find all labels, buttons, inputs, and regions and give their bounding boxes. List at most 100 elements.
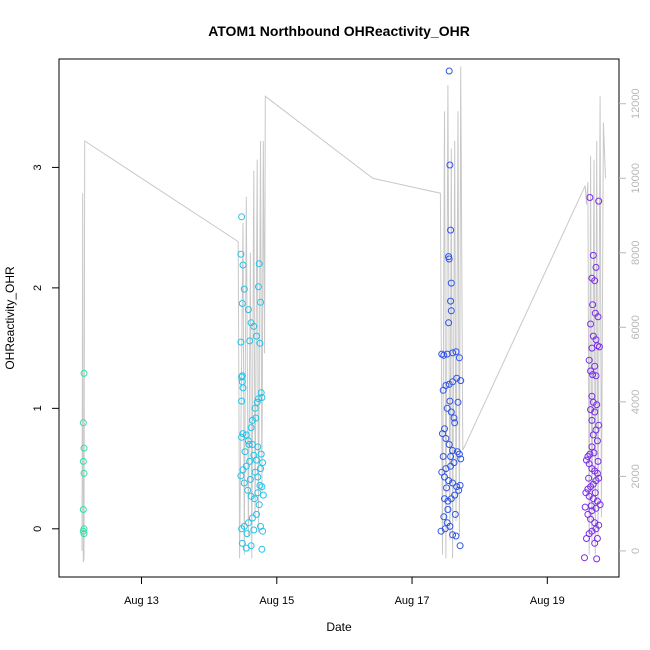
- data-point: [248, 416, 256, 424]
- series-segment-3: [437, 67, 465, 550]
- data-point: [451, 510, 459, 518]
- data-point: [253, 510, 260, 518]
- data-point: [595, 197, 603, 205]
- data-point: [589, 301, 597, 309]
- data-point: [456, 542, 464, 550]
- data-point: [591, 277, 599, 285]
- data-point: [449, 531, 457, 539]
- data-point: [588, 443, 596, 451]
- data-point: [251, 404, 259, 412]
- data-point: [591, 539, 599, 547]
- data-point: [587, 515, 595, 523]
- data-point: [238, 300, 246, 307]
- data-point: [444, 506, 452, 513]
- data-point: [251, 495, 258, 503]
- data-point: [593, 401, 601, 409]
- data-point: [239, 384, 247, 392]
- data-point: [255, 260, 263, 268]
- data-point: [445, 255, 453, 263]
- data-point: [238, 397, 246, 405]
- y2-tick-label: 10000: [630, 163, 642, 194]
- data-point: [440, 351, 448, 359]
- y2-tick-label: 0: [630, 548, 642, 554]
- data-point: [594, 313, 602, 321]
- y2-tick-label: 8000: [630, 241, 642, 265]
- data-point: [589, 431, 597, 439]
- data-point: [584, 485, 592, 493]
- data-point: [259, 459, 267, 467]
- data-point: [589, 251, 597, 259]
- data-point: [584, 453, 592, 460]
- x-tick-label: Aug 19: [530, 595, 565, 607]
- data-point: [455, 486, 463, 494]
- data-point: [257, 450, 265, 458]
- data-point: [246, 475, 254, 483]
- y-axis: 0 1 2 3: [32, 164, 59, 532]
- data-point: [244, 486, 252, 494]
- data-point: [447, 307, 455, 315]
- data-point: [446, 397, 454, 405]
- data-point: [442, 465, 450, 473]
- y-tick-label: 3: [32, 164, 44, 170]
- data-point: [447, 297, 455, 305]
- data-point: [440, 513, 448, 521]
- data-point: [238, 433, 246, 441]
- data-point: [443, 484, 450, 492]
- y2-tick-label: 4000: [630, 390, 642, 414]
- series-segment-2: [237, 213, 267, 553]
- secondary-y-axis: 0 2000 4000 6000 8000 10000 12000: [619, 88, 642, 554]
- y-tick-label: 2: [32, 285, 44, 291]
- x-tick-label: Aug 17: [395, 595, 430, 607]
- data-point: [80, 530, 88, 538]
- data-point: [254, 443, 262, 451]
- y-axis-label: OHReactivity_OHR: [3, 266, 17, 370]
- data-point: [456, 481, 464, 489]
- secondary-series-line: [81, 66, 606, 563]
- y2-tick-label: 2000: [630, 464, 642, 488]
- data-point: [447, 226, 455, 234]
- chart-title: ATOM1 Northbound OHReactivity_OHR: [208, 23, 470, 39]
- data-point: [258, 483, 266, 491]
- data-point: [447, 279, 455, 287]
- data-point: [246, 457, 254, 465]
- data-point: [457, 455, 465, 463]
- data-point: [591, 489, 599, 497]
- y-tick-label: 0: [32, 526, 44, 532]
- data-point: [588, 416, 596, 424]
- data-point: [79, 506, 87, 513]
- data-point: [587, 502, 595, 510]
- data-point: [594, 457, 602, 465]
- data-point: [256, 339, 264, 347]
- x-axis: Aug 13 Aug 15 Aug 17 Aug 19: [124, 577, 565, 607]
- data-point: [250, 526, 258, 534]
- data-point: [253, 332, 260, 340]
- series-segment-1: [79, 369, 88, 538]
- data-point: [250, 322, 258, 330]
- data-point: [241, 448, 249, 456]
- data-point: [443, 404, 451, 412]
- data-point: [595, 343, 603, 351]
- data-point: [238, 213, 246, 221]
- data-point: [593, 437, 601, 445]
- data-point: [455, 450, 463, 458]
- data-point: [247, 424, 255, 432]
- data-point: [439, 453, 447, 460]
- data-point: [246, 337, 254, 345]
- data-point: [587, 320, 595, 328]
- data-point: [239, 261, 247, 269]
- data-point: [447, 453, 455, 460]
- y2-tick-label: 12000: [630, 88, 642, 119]
- data-point: [257, 298, 264, 306]
- data-point: [244, 437, 252, 445]
- data-point: [244, 519, 252, 527]
- data-point: [453, 374, 461, 382]
- data-point: [237, 472, 245, 480]
- data-point: [583, 535, 590, 542]
- data-point: [449, 479, 457, 487]
- data-point: [79, 419, 87, 427]
- data-point: [237, 250, 245, 258]
- data-point: [441, 495, 448, 503]
- data-point: [445, 67, 453, 75]
- data-point: [80, 369, 88, 377]
